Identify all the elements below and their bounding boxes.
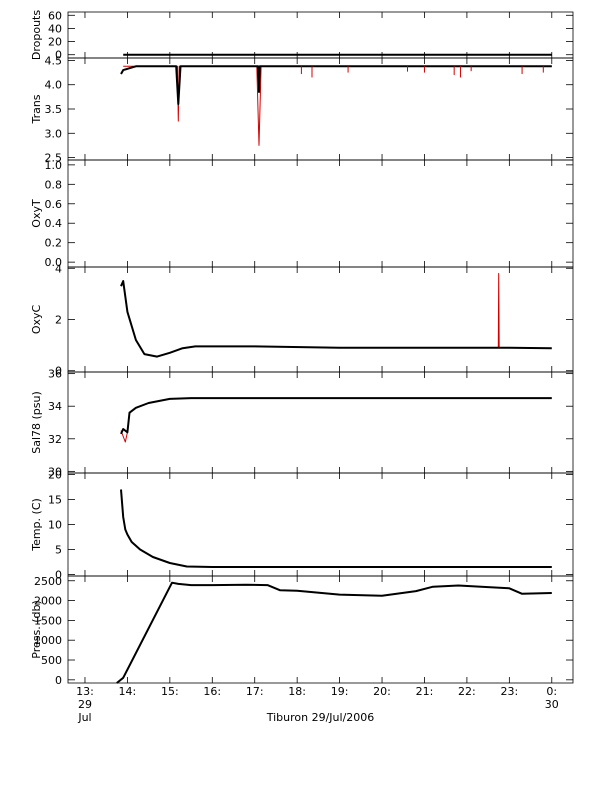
y-tick-label: 0.8 [45, 178, 63, 191]
panel-1 [67, 57, 574, 161]
y-tick-label: 60 [48, 9, 62, 22]
y-tick-label: 500 [41, 654, 62, 667]
y-tick-label: 36 [48, 368, 62, 381]
y-tick-label: 4 [55, 262, 62, 275]
y-axis-label: Trans [30, 94, 43, 124]
y-tick-label: 4.5 [45, 54, 63, 67]
panel-frame [67, 266, 574, 373]
y-tick-label: 0.2 [45, 237, 63, 250]
y-tick-label: 40 [48, 22, 62, 35]
y-axis-label: Sal78 (psu) [30, 391, 43, 454]
y-tick-label: 15 [48, 494, 62, 507]
y-tick-label: 0 [55, 569, 62, 582]
x-tick-label: 17: [246, 685, 264, 698]
y-axis-label: OxyT [30, 199, 43, 228]
panel-4 [67, 371, 574, 474]
y-tick-label: 20 [48, 36, 62, 49]
panel-6 [67, 575, 574, 684]
y-tick-label: 0 [55, 49, 62, 62]
panel-3 [67, 266, 574, 373]
y-axis-label: Dropouts [30, 10, 43, 60]
panel-5 [67, 472, 574, 577]
y-tick-label: 4.0 [45, 79, 63, 92]
x-tick-label: 15: [161, 685, 179, 698]
panel-0 [67, 11, 574, 59]
x-tick-label: 19: [331, 685, 349, 698]
y-tick-label: 1500 [34, 614, 62, 627]
y-tick-label: 34 [48, 400, 62, 413]
y-tick-label: 2.5 [45, 152, 63, 165]
y-tick-label: 1000 [34, 634, 62, 647]
panel-frame [67, 11, 574, 59]
x-tick-sublabel: 30 [545, 698, 559, 711]
y-axis-label: Press. (db) [30, 600, 43, 659]
x-tick-label: 21: [416, 685, 434, 698]
y-tick-label: 0.0 [45, 256, 63, 269]
x-tick-label: 20: [373, 685, 391, 698]
panel-frame [67, 371, 574, 474]
x-tick-label: 13: [76, 685, 94, 698]
panel-frame [67, 472, 574, 577]
x-tick-label: 22: [458, 685, 476, 698]
y-tick-label: 2000 [34, 595, 62, 608]
y-axis-label: Temp. (C) [30, 498, 43, 552]
data-line [120, 397, 552, 435]
y-tick-label: 0 [55, 365, 62, 378]
panel-frame [67, 57, 574, 161]
y-tick-label: 3.0 [45, 127, 63, 140]
x-tick-label: 14: [119, 685, 137, 698]
panel-frame [67, 159, 574, 268]
x-tick-label: 18: [288, 685, 306, 698]
panel-2 [67, 159, 574, 268]
y-tick-label: 1.0 [45, 159, 63, 172]
y-tick-label: 30 [48, 465, 62, 478]
y-tick-label: 5 [55, 544, 62, 557]
raw-data-line [123, 65, 552, 146]
raw-data-line [497, 272, 500, 348]
data-line [116, 581, 552, 684]
x-tick-label: 23: [500, 685, 518, 698]
data-line [120, 489, 552, 568]
y-tick-label: 10 [48, 519, 62, 532]
data-line [120, 65, 552, 106]
x-tick-label: 0: [546, 685, 557, 698]
y-tick-label: 3.5 [45, 103, 63, 116]
y-tick-label: 2 [55, 314, 62, 327]
y-tick-label: 2500 [34, 575, 62, 588]
figure-caption: Tiburon 29/Jul/2006 [266, 711, 375, 724]
y-tick-label: 0.6 [45, 198, 63, 211]
data-line [120, 280, 552, 358]
x-tick-label: 16: [203, 685, 221, 698]
panel-frame [67, 575, 574, 684]
x-tick-sublabel: 29 [78, 698, 92, 711]
y-tick-label: 0 [55, 674, 62, 687]
y-tick-label: 32 [48, 433, 62, 446]
y-axis-label: OxyC [30, 305, 43, 335]
y-tick-label: 0.4 [45, 217, 63, 230]
x-tick-sublabel: Jul [77, 711, 91, 724]
y-tick-label: 20 [48, 469, 62, 482]
